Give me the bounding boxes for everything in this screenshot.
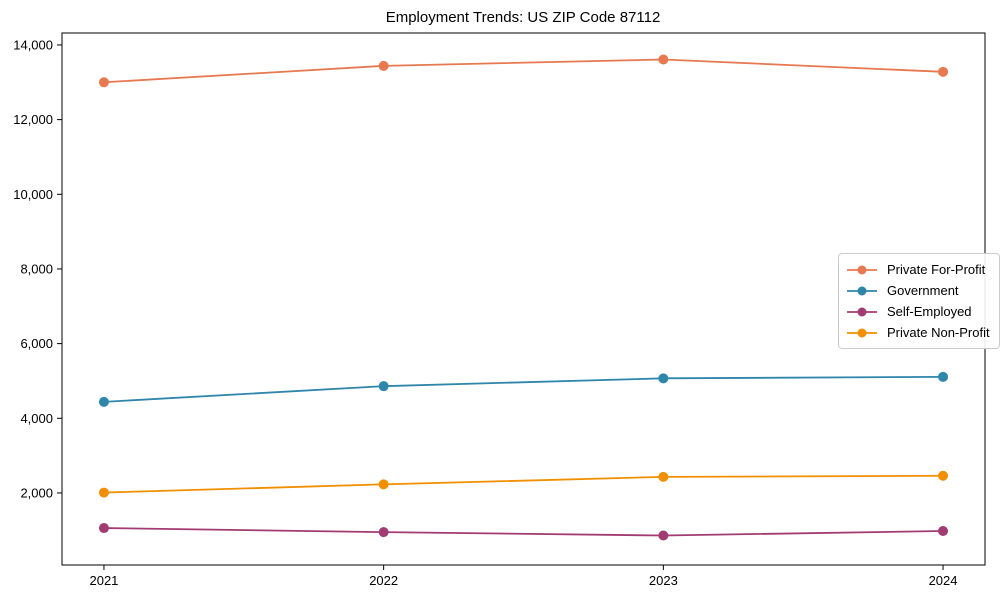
y-tick-label: 10,000	[13, 187, 53, 202]
data-point	[938, 526, 949, 537]
data-point	[938, 66, 949, 77]
y-tick-label: 6,000	[20, 336, 53, 351]
y-tick-label: 8,000	[20, 261, 53, 276]
data-point	[98, 396, 109, 407]
legend-entry: Private Non-Profit	[846, 322, 990, 343]
x-tick-label: 2021	[89, 573, 118, 588]
legend-entry: Private For-Profit	[846, 259, 990, 280]
series-line-private-non-profit	[103, 474, 944, 494]
legend-entry: Self-Employed	[846, 301, 990, 322]
data-point	[938, 371, 949, 382]
series-line-self-employed	[103, 527, 944, 537]
y-tick-label: 2,000	[20, 485, 53, 500]
data-point	[378, 60, 389, 71]
legend-marker-icon	[847, 286, 877, 295]
y-tick-label: 14,000	[13, 37, 53, 52]
x-tick-label: 2024	[929, 573, 958, 588]
y-tick-label: 12,000	[13, 112, 53, 127]
legend-marker-icon	[847, 307, 877, 316]
legend-marker-icon	[847, 265, 877, 274]
x-tick-label: 2023	[649, 573, 678, 588]
legend-label: Private Non-Profit	[887, 325, 990, 340]
legend-label: Government	[887, 283, 959, 298]
data-point	[98, 487, 109, 498]
data-point	[658, 471, 669, 482]
legend-entry: Government	[846, 280, 990, 301]
series-line-government	[103, 375, 944, 403]
data-point	[658, 54, 669, 65]
data-point	[658, 373, 669, 384]
legend-marker-icon	[847, 328, 877, 337]
data-point	[378, 479, 389, 490]
legend: Private For-Profit Government Self-Employe…	[838, 253, 1000, 349]
data-point	[378, 527, 389, 538]
legend-label: Private For-Profit	[887, 262, 986, 277]
data-point	[378, 381, 389, 392]
x-tick-label: 2022	[369, 573, 398, 588]
data-point	[98, 523, 109, 534]
data-point	[658, 530, 669, 541]
legend-label: Self-Employed	[887, 304, 972, 319]
series-line-private-for-profit	[103, 58, 944, 84]
chart-title: Employment Trends: US ZIP Code 87112	[385, 9, 661, 26]
data-point	[98, 77, 109, 88]
data-point	[938, 470, 949, 481]
y-tick-label: 4,000	[20, 411, 53, 426]
